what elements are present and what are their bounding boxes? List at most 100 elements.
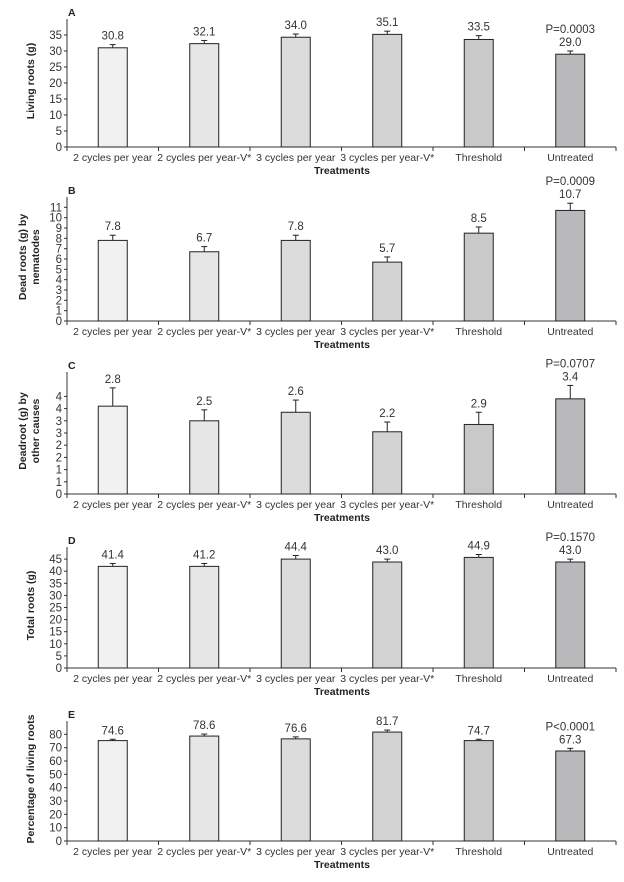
x-tick-label: 2 cycles per year-V* — [157, 326, 251, 338]
y-tick-label: 2 — [56, 452, 62, 464]
y-tick-label: 15 — [49, 627, 62, 639]
bar — [555, 750, 586, 842]
y-tick-label: 20 — [49, 809, 62, 821]
data-label: 34.0 — [285, 20, 307, 32]
y-tick-label: 2 — [56, 440, 62, 452]
data-label: 74.6 — [102, 725, 124, 737]
y-axis-title: Living roots (g) — [25, 43, 37, 119]
x-tick-label: Untreated — [547, 152, 593, 164]
y-axis-title: Deadroot (g) byother causes — [17, 392, 42, 470]
data-label: 6.7 — [196, 233, 212, 245]
data-label: 44.4 — [285, 541, 308, 553]
data-label: 33.5 — [468, 22, 490, 34]
y-tick-label: 60 — [49, 756, 62, 768]
y-axis-title-line: Deadroot (g) by — [17, 392, 29, 470]
x-tick-label: 3 cycles per year — [256, 326, 336, 338]
data-label: 32.1 — [193, 26, 215, 38]
x-tick-label: Threshold — [455, 152, 502, 164]
bar — [555, 209, 586, 322]
data-label: 43.0 — [376, 545, 398, 557]
data-label: 2.5 — [196, 396, 212, 408]
y-tick-label: 5 — [56, 264, 62, 276]
x-tick-label: 2 cycles per year-V* — [157, 152, 251, 164]
x-tick-label: 2 cycles per year-V* — [157, 499, 251, 511]
x-tick-label: Untreated — [547, 673, 593, 685]
bar — [189, 565, 220, 669]
data-label: 10.7 — [559, 189, 581, 201]
y-tick-label: 40 — [49, 566, 62, 578]
p-value-annotation: P<0.0001 — [545, 721, 595, 733]
bar — [372, 431, 403, 495]
data-label: 5.7 — [379, 243, 395, 255]
x-tick-label: 2 cycles per year — [73, 152, 153, 164]
p-value-annotation: P=0.0707 — [545, 358, 595, 370]
y-tick-label: 8 — [56, 233, 62, 245]
data-label: 29.0 — [559, 37, 581, 49]
y-tick-label: 3 — [56, 416, 62, 428]
bar — [555, 53, 586, 148]
y-tick-label: 20 — [49, 615, 62, 627]
y-tick-label: 1 — [56, 465, 62, 477]
bar — [372, 731, 403, 842]
y-tick-label: 10 — [49, 823, 62, 835]
bar — [189, 420, 220, 495]
data-label: 3.4 — [562, 371, 579, 383]
bar — [280, 239, 311, 322]
x-axis-title: Treatments — [314, 512, 370, 524]
x-tick-label: Threshold — [455, 673, 502, 685]
x-tick-label: 2 cycles per year — [73, 846, 153, 858]
y-tick-label: 4 — [56, 391, 63, 403]
y-tick-label: 30 — [49, 590, 62, 602]
x-tick-label: Threshold — [455, 326, 502, 338]
panel-letter: D — [68, 535, 76, 547]
x-tick-label: 3 cycles per year — [256, 499, 336, 511]
x-tick-label: 3 cycles per year-V* — [340, 673, 434, 685]
x-axis-title: Treatments — [314, 686, 370, 698]
data-label: 81.7 — [376, 716, 398, 728]
y-tick-label: 0 — [56, 316, 62, 328]
bar — [372, 261, 403, 322]
bar — [463, 556, 494, 669]
data-label: 78.6 — [193, 720, 215, 732]
bar — [97, 740, 128, 842]
x-tick-label: 3 cycles per year — [256, 152, 336, 164]
data-label: 2.8 — [105, 374, 121, 386]
x-tick-label: 3 cycles per year-V* — [340, 326, 434, 338]
y-tick-label: 5 — [56, 126, 62, 138]
x-tick-label: 3 cycles per year-V* — [340, 152, 434, 164]
bar — [189, 43, 220, 148]
data-label: 41.2 — [193, 549, 215, 561]
bar — [372, 33, 403, 148]
p-value-annotation: P=0.0009 — [545, 176, 595, 188]
x-axis-title: Treatments — [314, 165, 370, 177]
bar — [97, 565, 128, 669]
bar — [280, 411, 311, 495]
y-tick-label: 20 — [49, 78, 62, 90]
y-tick-label: 50 — [49, 769, 62, 781]
y-axis-title-line: other causes — [30, 398, 42, 463]
data-label: 67.3 — [559, 734, 581, 746]
y-tick-label: 25 — [49, 603, 62, 615]
x-tick-label: 2 cycles per year-V* — [157, 846, 251, 858]
y-tick-label: 0 — [56, 489, 62, 501]
panel-letter: E — [68, 709, 75, 721]
y-tick-label: 25 — [49, 62, 62, 74]
y-axis-title: Percentage of living roots — [25, 714, 37, 843]
y-tick-label: 35 — [49, 578, 62, 590]
x-tick-label: Untreated — [547, 499, 593, 511]
y-tick-label: 10 — [49, 110, 62, 122]
data-label: 30.8 — [102, 31, 124, 43]
data-label: 2.6 — [288, 386, 304, 398]
bar — [463, 423, 494, 495]
bar — [463, 38, 494, 148]
data-label: 35.1 — [376, 17, 398, 29]
y-tick-label: 45 — [49, 554, 62, 566]
y-tick-label: 7 — [56, 244, 62, 256]
bar — [463, 232, 494, 322]
y-tick-label: 4 — [56, 404, 63, 416]
y-tick-label: 10 — [49, 213, 62, 225]
x-tick-label: 2 cycles per year-V* — [157, 673, 251, 685]
